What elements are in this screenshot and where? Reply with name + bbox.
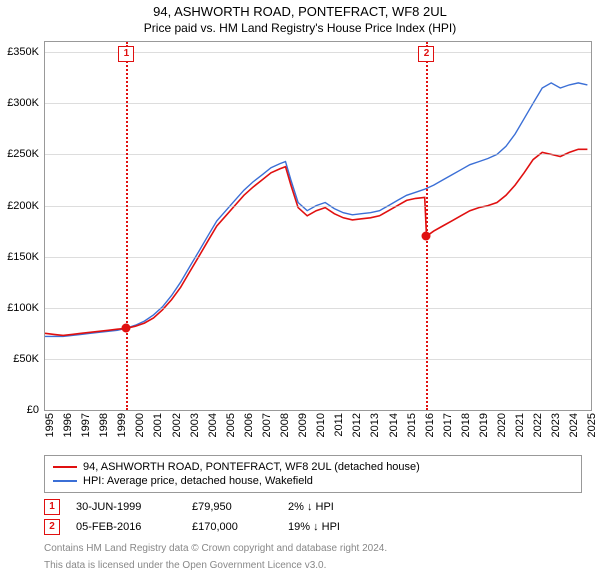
x-tick-label: 2021 [514,413,526,437]
y-tick-label: £0 [27,404,45,416]
event-number: 1 [44,499,60,515]
x-tick-label: 2008 [279,413,291,437]
x-tick-label: 2001 [152,413,164,437]
x-tick-label: 2015 [406,413,418,437]
y-tick-label: £250K [7,148,45,160]
x-tick-label: 1995 [44,413,56,437]
x-tick-label: 2020 [496,413,508,437]
x-tick-label: 2012 [351,413,363,437]
event-row: 2 05-FEB-2016 £170,000 19% ↓ HPI [44,517,582,537]
x-tick-label: 2016 [424,413,436,437]
event-marker-box: 2 [418,46,434,62]
y-tick-label: £150K [7,251,45,263]
legend-swatch [53,466,77,468]
x-tick-label: 1999 [116,413,128,437]
legend-swatch [53,480,77,482]
y-tick-label: £50K [13,353,45,365]
legend-row: 94, ASHWORTH ROAD, PONTEFRACT, WF8 2UL (… [53,460,573,474]
event-number: 2 [44,519,60,535]
chart-subtitle: Price paid vs. HM Land Registry's House … [0,21,600,35]
x-tick-label: 2025 [586,413,598,437]
event-date: 30-JUN-1999 [76,501,176,513]
event-marker-dot [422,232,431,241]
event-marker-dot [122,324,131,333]
event-row: 1 30-JUN-1999 £79,950 2% ↓ HPI [44,497,582,517]
event-marker-line [126,42,128,410]
x-axis-ticks: 1995 1996 1997 1998 1999 2000 2001 2002 2003 2004… [44,411,592,451]
y-tick-label: £200K [7,200,45,212]
x-tick-label: 1998 [98,413,110,437]
x-tick-label: 2006 [243,413,255,437]
chart-legend: 94, ASHWORTH ROAD, PONTEFRACT, WF8 2UL (… [44,455,582,493]
event-marker-box: 1 [118,46,134,62]
x-tick-label: 1997 [80,413,92,437]
event-delta: 19% ↓ HPI [288,521,378,533]
x-tick-label: 2019 [478,413,490,437]
y-tick-label: £100K [7,302,45,314]
event-date: 05-FEB-2016 [76,521,176,533]
event-table: 1 30-JUN-1999 £79,950 2% ↓ HPI 2 05-FEB-2016 £… [44,497,582,537]
event-price: £170,000 [192,521,272,533]
event-price: £79,950 [192,501,272,513]
x-tick-label: 2011 [333,413,345,437]
event-marker-line [426,42,428,410]
legend-label: HPI: Average price, detached house, Wake… [83,475,313,487]
footer-line-2: This data is licensed under the Open Gov… [44,560,582,571]
chart-plot-area: £0£50K£100K£150K£200K£250K£300K£350K12 [44,41,592,411]
x-tick-label: 2023 [550,413,562,437]
x-tick-label: 2010 [315,413,327,437]
x-tick-label: 2024 [568,413,580,437]
x-tick-label: 2014 [388,413,400,437]
x-tick-label: 2004 [207,413,219,437]
x-tick-label: 2013 [369,413,381,437]
legend-label: 94, ASHWORTH ROAD, PONTEFRACT, WF8 2UL (… [83,461,420,473]
x-tick-label: 2003 [189,413,201,437]
y-tick-label: £300K [7,97,45,109]
x-tick-label: 2017 [442,413,454,437]
x-tick-label: 2018 [460,413,472,437]
x-tick-label: 2022 [532,413,544,437]
legend-row: HPI: Average price, detached house, Wake… [53,474,573,488]
y-tick-label: £350K [7,46,45,58]
x-tick-label: 2009 [297,413,309,437]
x-tick-label: 2002 [171,413,183,437]
footer-line-1: Contains HM Land Registry data © Crown c… [44,543,582,554]
x-tick-label: 1996 [62,413,74,437]
x-tick-label: 2007 [261,413,273,437]
x-tick-label: 2000 [134,413,146,437]
chart-title: 94, ASHWORTH ROAD, PONTEFRACT, WF8 2UL [0,4,600,19]
event-delta: 2% ↓ HPI [288,501,378,513]
x-tick-label: 2005 [225,413,237,437]
